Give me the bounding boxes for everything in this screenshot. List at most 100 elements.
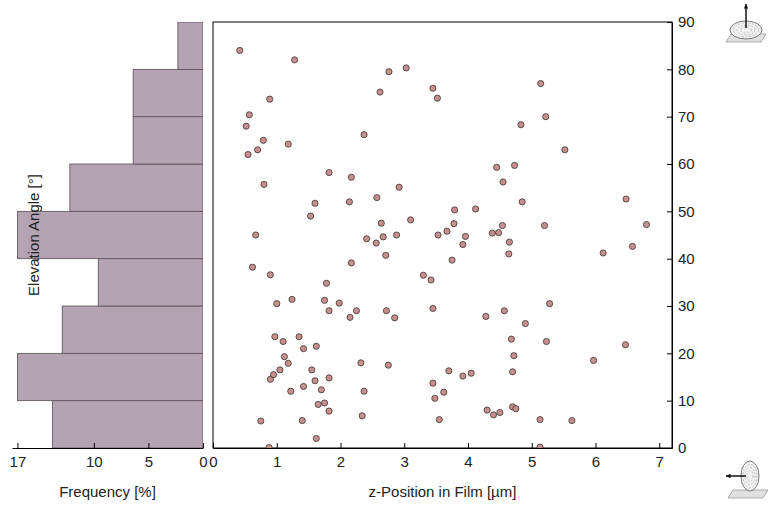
tick: 17	[10, 443, 27, 470]
point	[374, 195, 380, 201]
icon-lying	[726, 461, 768, 498]
tick-label: 90	[678, 13, 695, 30]
point	[510, 369, 516, 375]
points	[237, 47, 650, 448]
tick-mark	[532, 443, 533, 448]
point	[513, 406, 519, 412]
tick-mark	[203, 443, 204, 448]
point	[590, 357, 596, 363]
point	[460, 241, 466, 247]
axis-title: z-Position in Film [µm]	[369, 483, 517, 500]
tick-mark	[596, 443, 597, 448]
tick-mark	[148, 443, 149, 448]
point	[300, 346, 306, 352]
tick: 0	[667, 439, 686, 456]
point	[346, 199, 352, 205]
point	[600, 250, 606, 256]
point	[489, 230, 495, 236]
tick: 90	[667, 13, 695, 30]
point	[318, 387, 324, 393]
point	[444, 228, 450, 234]
point	[522, 320, 528, 326]
plot-frame	[213, 22, 672, 448]
tick: 1	[273, 443, 281, 470]
bar	[70, 164, 203, 211]
point	[267, 272, 273, 278]
point	[309, 367, 315, 373]
tick-label: 20	[678, 345, 695, 362]
tick: 80	[667, 61, 695, 78]
tick: 40	[667, 250, 695, 267]
tick-mark	[659, 443, 660, 448]
point	[451, 221, 457, 227]
point	[541, 222, 547, 228]
point	[313, 435, 319, 441]
icon-arrow-head	[726, 474, 731, 478]
point	[313, 343, 319, 349]
point	[272, 334, 278, 340]
point	[538, 80, 544, 86]
tick-label: 30	[678, 297, 695, 314]
point	[258, 418, 264, 424]
tick-mark	[667, 353, 672, 354]
point	[506, 251, 512, 257]
tick: 50	[667, 203, 695, 220]
tick: 70	[667, 108, 695, 125]
point	[243, 123, 249, 129]
point	[494, 164, 500, 170]
tick: 20	[667, 345, 695, 362]
icon-upright	[726, 4, 766, 42]
tick-label: 7	[656, 453, 664, 470]
point	[430, 380, 436, 386]
tick-label: 0	[199, 453, 207, 470]
point	[500, 179, 506, 185]
point	[280, 338, 286, 344]
point	[285, 141, 291, 147]
tick-mark	[667, 22, 672, 23]
point	[435, 232, 441, 238]
point	[449, 257, 455, 263]
point	[383, 308, 389, 314]
point	[326, 408, 332, 414]
point	[249, 264, 255, 270]
tick-mark	[468, 443, 469, 448]
point	[348, 260, 354, 266]
point	[383, 252, 389, 258]
point	[245, 151, 251, 157]
point	[519, 199, 525, 205]
bar	[52, 401, 203, 448]
tick: 5	[528, 443, 536, 470]
point	[270, 372, 276, 378]
point	[497, 409, 503, 415]
point	[622, 342, 628, 348]
tick-label: 70	[678, 108, 695, 125]
tick-mark	[667, 164, 672, 165]
icon-substrate	[728, 490, 768, 498]
point	[266, 444, 272, 448]
point	[490, 412, 496, 418]
bar	[17, 211, 203, 258]
tick-label: 0	[209, 453, 217, 470]
point	[277, 367, 283, 373]
point	[518, 122, 524, 128]
point	[460, 373, 466, 379]
bar	[133, 69, 203, 116]
axis: 01234567	[209, 443, 672, 470]
point	[430, 305, 436, 311]
tick-label: 50	[678, 203, 695, 220]
point	[484, 407, 490, 413]
tick: 5	[145, 443, 153, 470]
point	[403, 65, 409, 71]
axis-line	[13, 448, 204, 449]
tick: 0	[209, 443, 217, 470]
tick-label: 3	[401, 453, 409, 470]
point	[436, 417, 442, 423]
tick-mark	[667, 117, 672, 118]
tick-label: 17	[10, 453, 27, 470]
point	[296, 334, 302, 340]
point	[543, 338, 549, 344]
tick-label: 4	[464, 453, 472, 470]
bar	[98, 259, 203, 306]
bar	[62, 306, 203, 353]
tick: 10	[86, 443, 103, 470]
